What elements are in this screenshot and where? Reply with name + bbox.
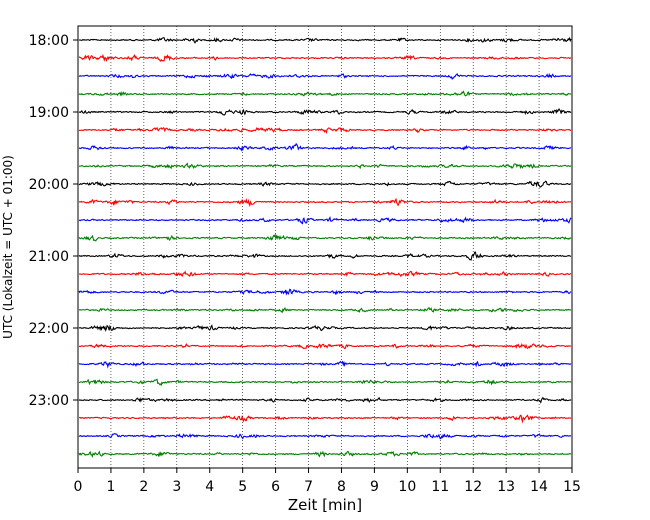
y-tick-label: 20:00: [29, 177, 69, 193]
x-tick-label: 2: [139, 479, 148, 495]
trace-2045: [78, 233, 572, 242]
x-tick-label: 10: [398, 479, 416, 495]
y-tick-label: 22:00: [29, 321, 69, 337]
x-tick-label: 12: [464, 479, 482, 495]
grid-lines: [110, 26, 540, 468]
trace-2315: [78, 414, 572, 424]
trace-2100: [78, 251, 572, 261]
trace-2230: [78, 360, 572, 369]
x-tick-label: 11: [431, 479, 449, 495]
x-tick-label: 7: [304, 479, 313, 495]
trace-2200: [78, 324, 572, 332]
trace-1845: [78, 90, 572, 97]
x-tick-label: 0: [74, 479, 83, 495]
trace-2130: [78, 288, 572, 296]
trace-2030: [78, 216, 572, 225]
trace-2000: [78, 180, 572, 188]
x-tick-label: 9: [370, 479, 379, 495]
trace-1945: [78, 162, 572, 170]
trace-1830: [78, 72, 572, 80]
y-axis-label: UTC (Lokalzeit = UTC + 01:00): [1, 155, 15, 339]
x-tick-label: 1: [106, 479, 115, 495]
y-tick-label: 18:00: [29, 33, 69, 49]
x-tick-label: 14: [530, 479, 548, 495]
y-tick-label: 19:00: [29, 105, 69, 121]
trace-2245: [78, 378, 572, 387]
plot-frame: [77, 25, 573, 469]
trace-2015: [78, 197, 572, 208]
x-tick-label: 4: [205, 479, 214, 495]
y-axis-ticks: 18:00 19:00 20:00 21:00 22:00 23:00: [29, 33, 78, 409]
trace-2345: [78, 450, 572, 458]
trace-1900: [78, 107, 572, 116]
y-tick-label: 21:00: [29, 249, 69, 265]
trace-2215: [78, 343, 572, 350]
trace-1800: [78, 36, 572, 44]
trace-2145: [78, 306, 572, 314]
trace-1815: [78, 53, 572, 63]
x-tick-label: 6: [271, 479, 280, 495]
trace-2330: [78, 433, 572, 440]
y-tick-label: 23:00: [29, 393, 69, 409]
x-tick-label: 15: [563, 479, 581, 495]
trace-1930: [78, 142, 572, 152]
trace-2115: [78, 270, 572, 278]
trace-2300: [78, 396, 572, 404]
x-tick-label: 5: [238, 479, 247, 495]
trace-1915: [78, 126, 572, 134]
seismic-traces: [78, 36, 572, 458]
x-axis-label: Zeit [min]: [288, 496, 362, 514]
x-tick-label: 8: [337, 479, 346, 495]
x-axis-ticks: 0 1 2 3 4 5 6 7 8 9 10 11 12 13 14 15: [74, 468, 581, 495]
x-tick-label: 13: [497, 479, 515, 495]
x-tick-label: 3: [172, 479, 181, 495]
